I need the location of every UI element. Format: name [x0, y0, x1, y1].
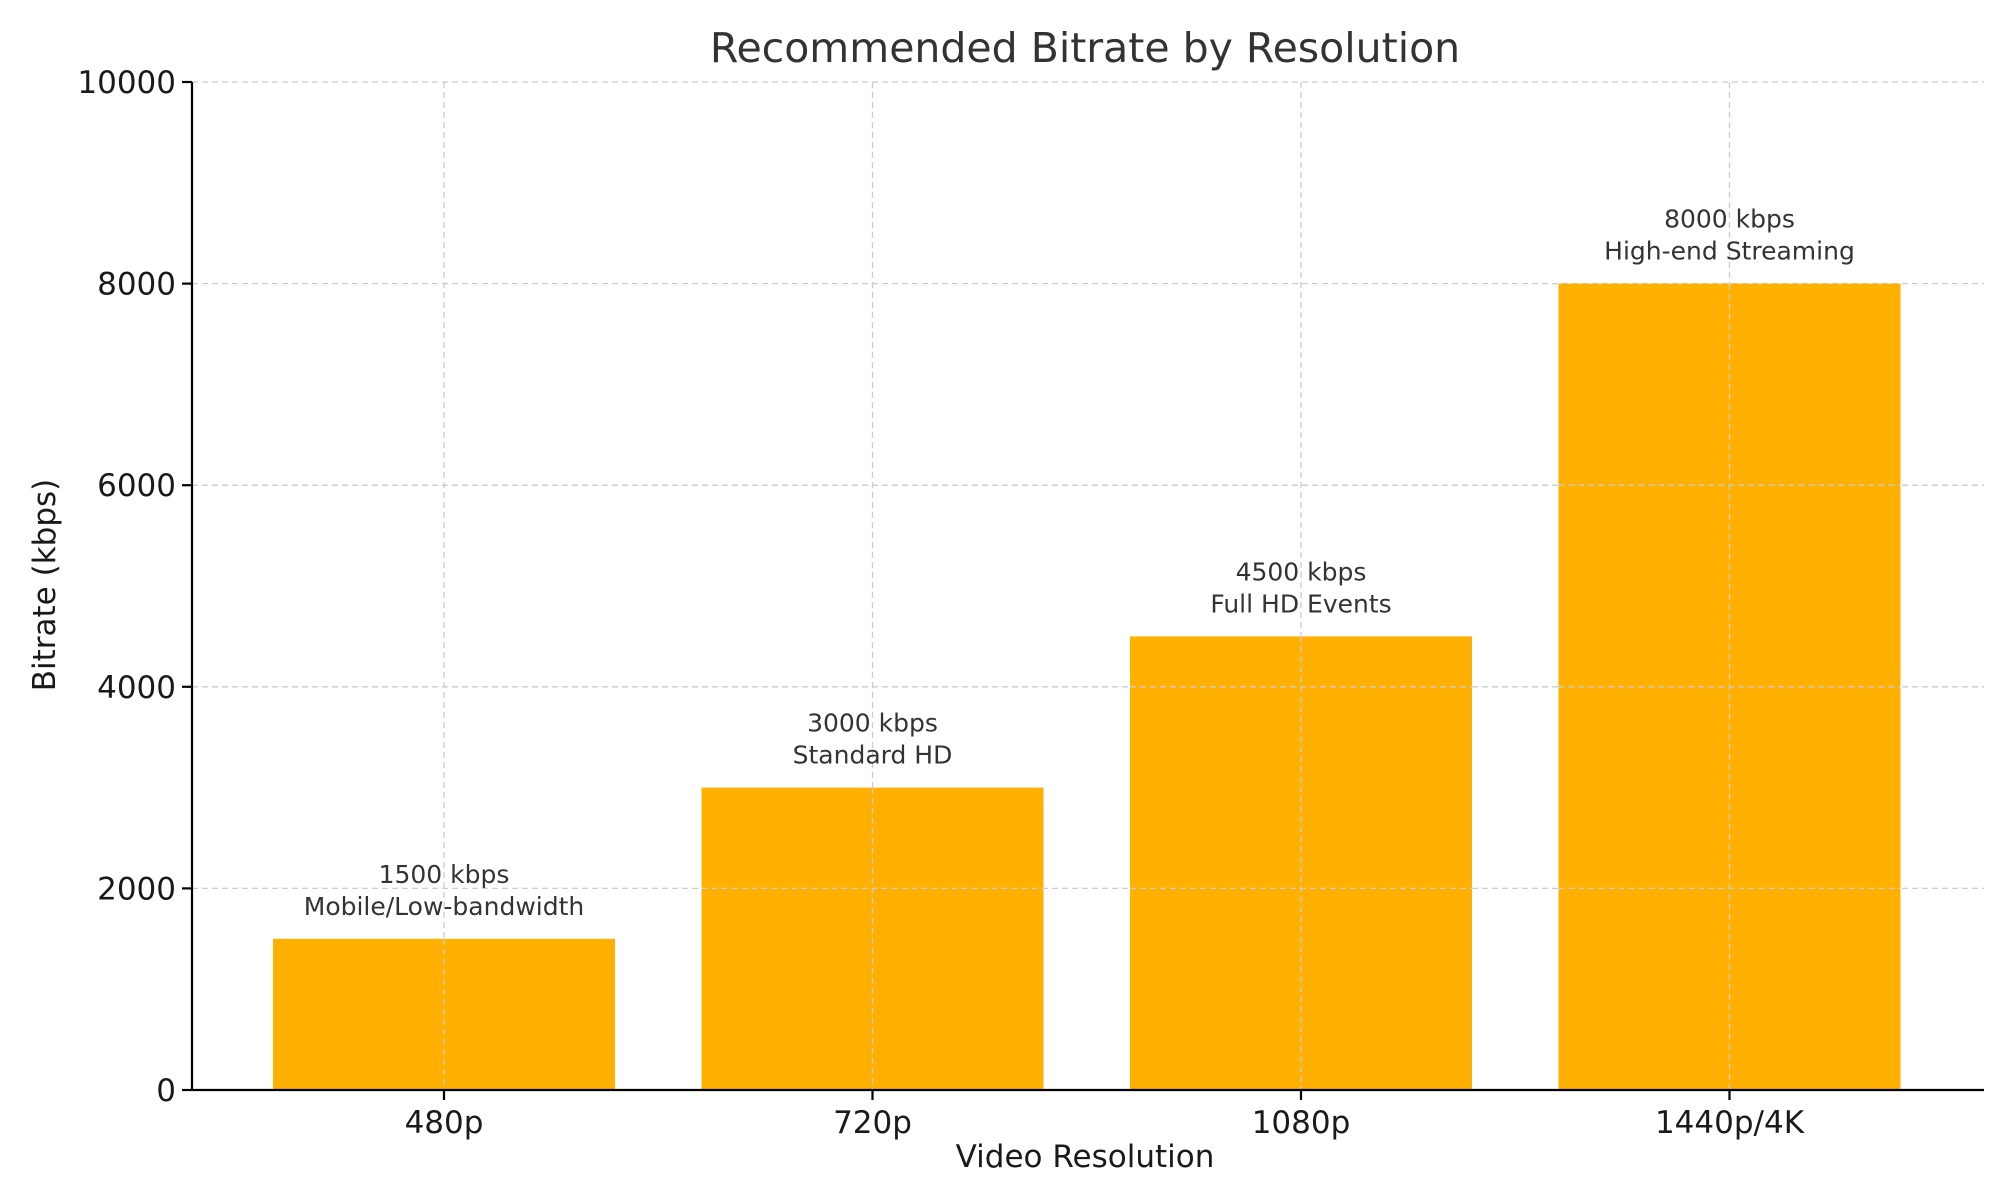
- y-axis-label: Bitrate (kbps): [27, 479, 63, 692]
- y-tick-label: 8000: [97, 267, 176, 303]
- data-labels: 1500 kbps Mobile/Low-bandwidth 3000 kbps St…: [304, 205, 1855, 921]
- y-tick-label: 2000: [97, 871, 176, 907]
- data-label-value: 4500 kbps: [1236, 557, 1367, 586]
- y-tick-label: 0: [156, 1073, 176, 1109]
- data-label-value: 1500 kbps: [379, 860, 510, 889]
- x-tick-label: 1080p: [1252, 1105, 1351, 1141]
- x-ticks: 480p 720p 1080p 1440p/4K: [405, 1090, 1805, 1141]
- y-tick-label: 6000: [97, 468, 176, 504]
- data-label-description: Mobile/Low-bandwidth: [304, 892, 585, 921]
- data-label-description: High-end Streaming: [1604, 237, 1855, 266]
- data-label-value: 3000 kbps: [807, 709, 938, 738]
- x-tick-label: 1440p/4K: [1655, 1105, 1805, 1141]
- data-label-description: Full HD Events: [1210, 589, 1391, 618]
- data-label-value: 8000 kbps: [1664, 205, 1795, 234]
- y-ticks: 0 2000 4000 6000 8000 10000: [77, 65, 192, 1109]
- x-tick-label: 720p: [833, 1105, 912, 1141]
- data-label-description: Standard HD: [793, 741, 953, 770]
- y-tick-label: 4000: [97, 670, 176, 706]
- axes: [190, 82, 1984, 1092]
- y-tick-label: 10000: [77, 65, 176, 101]
- bars: [273, 283, 1901, 1091]
- x-axis-label: Video Resolution: [956, 1139, 1215, 1175]
- chart-title: Recommended Bitrate by Resolution: [710, 24, 1460, 72]
- x-tick-label: 480p: [405, 1105, 484, 1141]
